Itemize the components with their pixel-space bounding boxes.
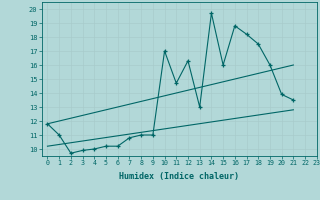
X-axis label: Humidex (Indice chaleur): Humidex (Indice chaleur) (119, 172, 239, 181)
